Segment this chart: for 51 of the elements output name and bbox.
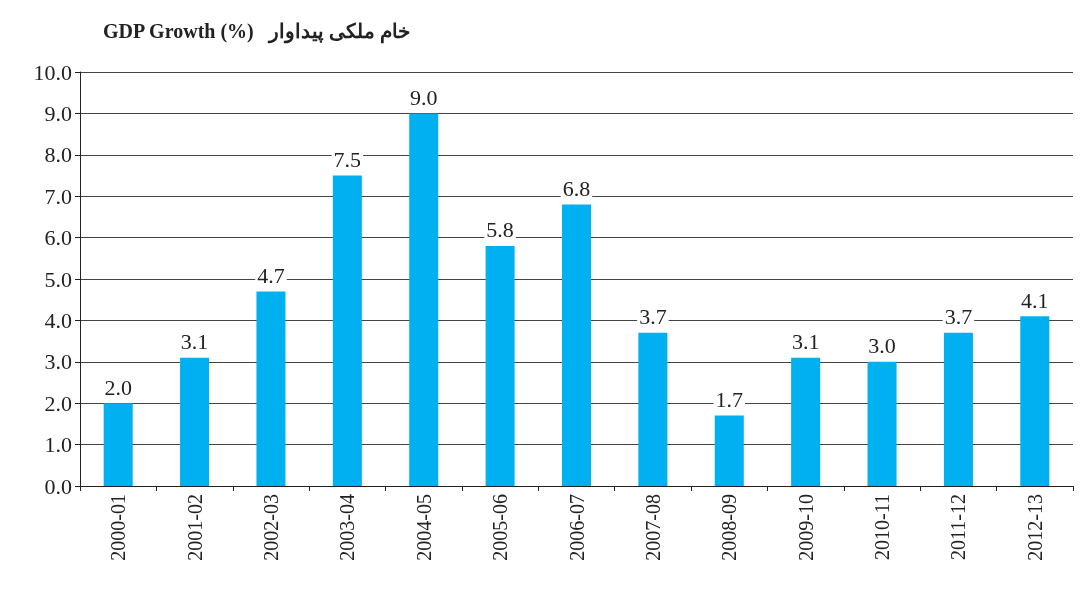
data-label: 2.0 bbox=[104, 374, 132, 400]
x-tick-label: 2000-01 bbox=[107, 494, 130, 561]
x-tick-label: 2010-11 bbox=[871, 494, 894, 560]
y-tick-label: 9.0 bbox=[44, 100, 72, 126]
y-tick-label: 10.0 bbox=[33, 59, 72, 85]
bar bbox=[561, 204, 592, 486]
bar bbox=[409, 113, 439, 486]
x-tick-label: 2006-07 bbox=[565, 494, 588, 561]
y-tick-label: 4.0 bbox=[44, 307, 72, 333]
data-label: 9.0 bbox=[409, 84, 438, 110]
x-tick-label: 2007-08 bbox=[641, 494, 664, 561]
y-tick-label: 0.0 bbox=[44, 473, 72, 499]
data-label: 3.7 bbox=[944, 304, 973, 330]
bar bbox=[867, 361, 897, 486]
bar bbox=[332, 175, 362, 486]
bar bbox=[714, 415, 744, 486]
y-tick-label: 5.0 bbox=[44, 266, 72, 292]
x-tick-label: 2004-05 bbox=[412, 494, 435, 561]
bar bbox=[638, 332, 668, 486]
x-tick-label: 2009-10 bbox=[794, 494, 817, 561]
bar bbox=[791, 357, 821, 486]
x-tick-label: 2002-03 bbox=[259, 494, 282, 561]
bar bbox=[485, 245, 515, 486]
x-tick-label: 2008-09 bbox=[718, 494, 741, 561]
data-label: 4.7 bbox=[257, 262, 285, 288]
bar bbox=[256, 291, 286, 486]
data-label: 7.5 bbox=[333, 147, 362, 172]
y-tick-label: 3.0 bbox=[44, 349, 72, 375]
data-label: 3.0 bbox=[868, 333, 896, 359]
data-label: 3.7 bbox=[639, 304, 667, 330]
y-tick-label: 1.0 bbox=[44, 432, 72, 458]
x-tick-label: 2001-02 bbox=[183, 494, 206, 561]
x-tick-label: 2012-13 bbox=[1023, 494, 1046, 561]
data-label: 6.8 bbox=[562, 175, 591, 201]
data-label: 5.8 bbox=[486, 217, 514, 243]
data-label: 3.1 bbox=[791, 329, 820, 355]
y-tick-label: 7.0 bbox=[44, 183, 72, 209]
bar bbox=[943, 332, 973, 486]
bar bbox=[103, 403, 133, 486]
chart-title: GDP Growth (%) خام ملکی پیداوار bbox=[103, 20, 410, 44]
data-label: 3.1 bbox=[180, 329, 209, 355]
x-tick-label: 2003-04 bbox=[336, 494, 359, 561]
data-label: 4.1 bbox=[1021, 287, 1049, 313]
bar bbox=[1020, 316, 1050, 486]
y-tick-label: 2.0 bbox=[44, 390, 72, 416]
y-tick-label: 6.0 bbox=[44, 225, 72, 251]
x-tick-label: 2005-06 bbox=[489, 494, 512, 561]
data-label: 1.7 bbox=[715, 387, 744, 413]
bar bbox=[180, 357, 210, 486]
y-tick-label: 8.0 bbox=[44, 142, 72, 168]
x-tick-label: 2011-12 bbox=[947, 494, 970, 560]
